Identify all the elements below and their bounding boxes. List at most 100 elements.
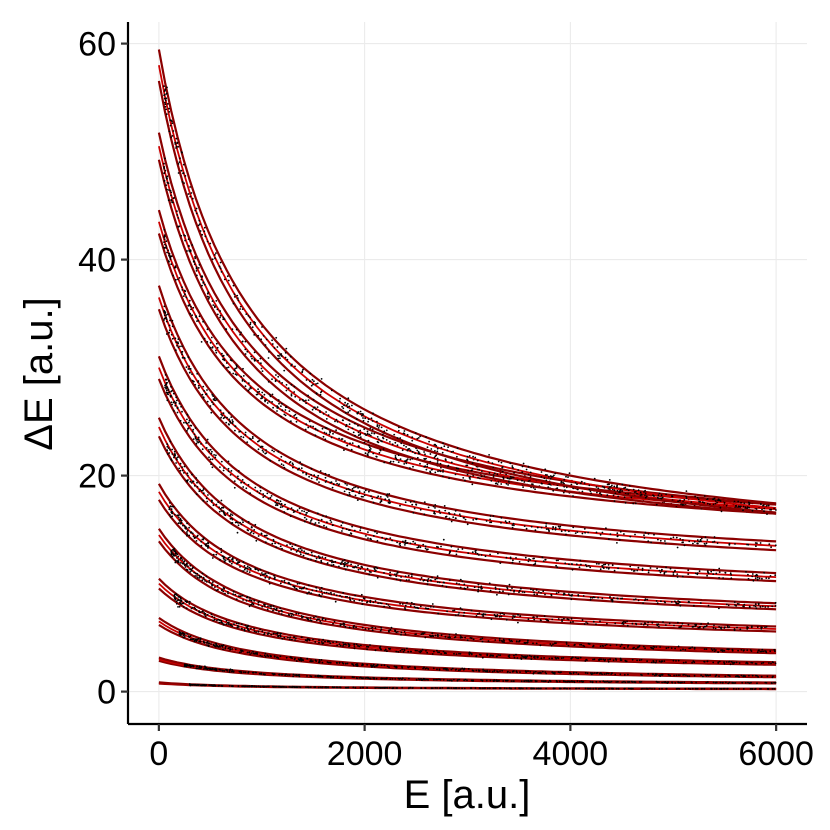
data-point	[729, 572, 732, 575]
data-point	[344, 401, 346, 404]
data-point	[412, 540, 415, 543]
data-point	[256, 568, 258, 571]
data-point	[695, 681, 697, 684]
data-point	[400, 576, 402, 578]
data-point	[566, 687, 568, 690]
data-point	[722, 687, 725, 690]
data-point	[231, 514, 234, 516]
data-point	[284, 503, 286, 506]
data-point	[549, 483, 551, 486]
data-point	[305, 472, 308, 475]
data-point	[244, 671, 247, 674]
data-point	[627, 644, 630, 647]
data-point	[578, 687, 580, 690]
data-point	[362, 597, 365, 600]
data-point	[627, 687, 630, 690]
data-point	[294, 365, 296, 368]
data-point	[412, 465, 414, 468]
data-point	[203, 668, 205, 670]
data-point	[247, 671, 250, 674]
data-point	[226, 353, 229, 356]
data-point	[633, 598, 635, 601]
data-point	[250, 627, 252, 630]
data-point	[376, 496, 378, 499]
data-point	[168, 111, 171, 113]
data-point	[415, 606, 417, 609]
data-point	[199, 640, 202, 643]
data-point	[627, 493, 629, 495]
data-point	[723, 501, 726, 504]
data-point	[223, 556, 225, 559]
data-point	[585, 621, 587, 623]
data-point	[257, 569, 260, 572]
data-point	[355, 418, 358, 421]
data-point	[187, 356, 190, 358]
data-point	[712, 498, 715, 500]
data-point	[322, 435, 325, 438]
data-point	[448, 633, 451, 636]
data-point	[198, 263, 201, 266]
data-point	[318, 659, 321, 661]
data-point	[687, 569, 690, 572]
data-point	[283, 636, 286, 639]
data-point	[233, 293, 236, 296]
data-point	[550, 644, 553, 647]
data-point	[610, 680, 613, 683]
data-point	[441, 584, 444, 587]
data-point	[757, 676, 759, 678]
data-point	[431, 632, 434, 635]
data-point	[613, 485, 616, 488]
data-point	[384, 677, 386, 680]
data-point	[501, 639, 503, 642]
data-point	[293, 414, 296, 417]
data-point	[442, 650, 445, 653]
data-point	[723, 627, 726, 629]
data-point	[298, 507, 301, 510]
data-point	[260, 445, 263, 448]
data-point	[705, 542, 708, 545]
data-point	[771, 605, 774, 608]
data-point	[673, 624, 675, 627]
data-point	[262, 335, 265, 337]
data-point	[488, 582, 491, 585]
data-point	[327, 661, 330, 664]
data-point	[240, 331, 242, 334]
data-point	[607, 487, 610, 490]
data-point	[174, 598, 177, 601]
data-point	[575, 687, 578, 690]
data-point	[219, 310, 222, 312]
data-point	[223, 513, 226, 516]
data-point	[753, 605, 755, 607]
data-point	[268, 582, 271, 585]
data-point	[302, 587, 304, 590]
data-point	[527, 618, 530, 621]
data-point	[481, 470, 483, 472]
data-point	[735, 661, 738, 664]
data-point	[363, 428, 366, 430]
data-point	[366, 453, 369, 455]
data-point	[234, 425, 237, 427]
data-point	[630, 687, 633, 690]
data-point	[416, 649, 418, 652]
data-point	[700, 537, 703, 540]
data-point	[243, 671, 245, 674]
data-point	[271, 672, 274, 675]
data-point	[716, 501, 718, 504]
data-point	[452, 678, 455, 681]
data-point	[246, 567, 248, 569]
data-point	[166, 393, 169, 395]
data-point	[226, 512, 229, 514]
data-point	[361, 600, 363, 602]
data-point	[332, 622, 334, 625]
data-point	[424, 667, 427, 670]
data-point	[677, 645, 680, 648]
data-point	[288, 674, 291, 676]
data-point	[523, 481, 526, 483]
data-point	[313, 616, 315, 619]
data-point	[343, 449, 345, 451]
data-point	[194, 436, 197, 438]
data-point	[294, 639, 296, 641]
data-point	[228, 684, 231, 687]
data-point	[528, 680, 530, 683]
data-point	[423, 457, 426, 460]
